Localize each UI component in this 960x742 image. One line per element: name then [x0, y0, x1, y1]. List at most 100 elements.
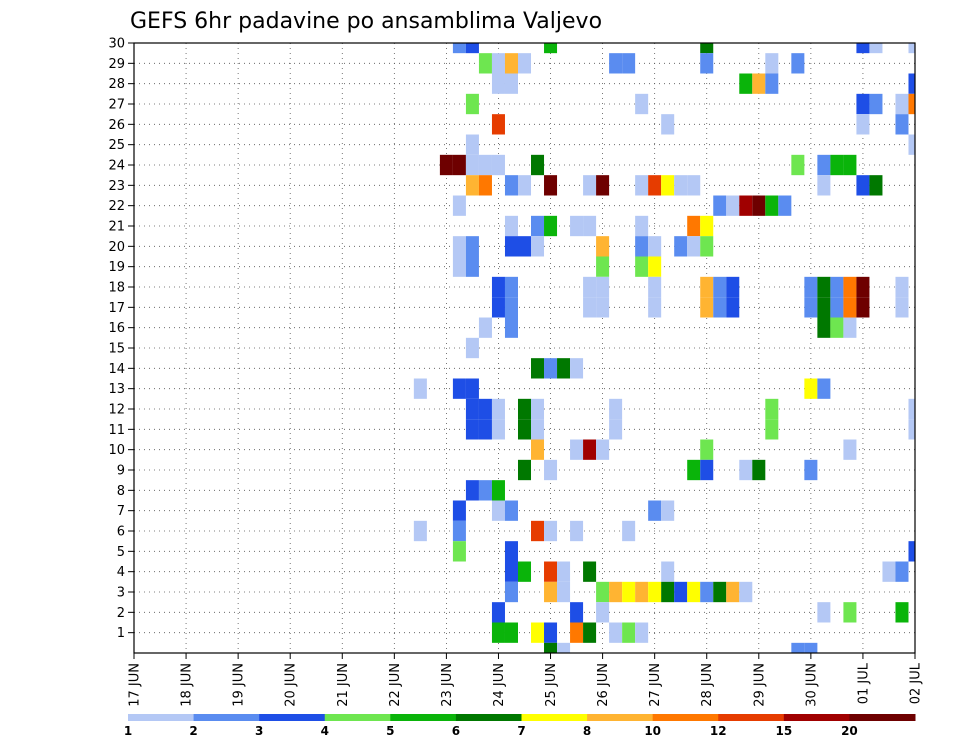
- precip-cell: [622, 581, 636, 603]
- precip-cell: [713, 276, 727, 298]
- precip-cell: [713, 195, 727, 216]
- precip-cell: [752, 195, 766, 216]
- precip-cell: [765, 398, 779, 420]
- precip-cell: [491, 297, 505, 318]
- precip-cell: [413, 520, 427, 542]
- precip-cell: [856, 175, 870, 196]
- x-tick-label: 21 JUN: [336, 663, 351, 707]
- precip-cell: [713, 581, 727, 603]
- legend-swatch: [455, 714, 522, 721]
- y-tick-label: 21: [108, 220, 125, 235]
- precip-cell: [544, 215, 558, 237]
- precip-cell: [791, 642, 805, 653]
- precip-cell: [465, 43, 479, 54]
- precip-cell: [609, 419, 623, 440]
- precip-cell: [817, 175, 831, 196]
- precip-cell: [869, 43, 883, 54]
- color-legend: 1 2 3 4 5 6 7 8 10 12 15 20: [124, 714, 916, 738]
- y-tick-label: 9: [117, 464, 125, 479]
- precip-cell: [531, 358, 545, 379]
- precip-cell: [817, 154, 831, 176]
- precip-cell: [465, 378, 479, 399]
- precip-cell: [804, 459, 818, 481]
- precip-cell: [491, 53, 505, 74]
- precip-cell: [504, 541, 518, 562]
- precip-cell: [882, 561, 896, 582]
- precip-cell: [570, 520, 584, 542]
- precip-cell: [908, 398, 915, 420]
- precip-cell: [478, 175, 492, 196]
- y-tick-label: 7: [117, 504, 125, 519]
- precip-cell: [583, 439, 597, 460]
- precip-cell: [596, 256, 610, 277]
- precip-cell: [544, 581, 558, 603]
- legend-swatch: [128, 714, 195, 721]
- chart-title: GEFS 6hr padavine po ansamblima Valjevo: [130, 9, 602, 34]
- legend-label: 2: [189, 724, 197, 738]
- y-tick-label: 20: [108, 240, 125, 255]
- precip-cell: [452, 541, 466, 562]
- precip-cell: [908, 419, 915, 440]
- precip-cell: [895, 297, 909, 318]
- legend-swatch: [259, 714, 326, 721]
- precip-cell: [635, 175, 649, 196]
- precip-cell: [609, 622, 623, 643]
- precip-cell: [491, 154, 505, 176]
- precip-cell: [465, 256, 479, 277]
- precip-cell: [908, 93, 915, 115]
- precip-cell: [531, 622, 545, 643]
- precip-cell: [596, 236, 610, 257]
- legend-swatch: [390, 714, 457, 721]
- precip-cell: [452, 378, 466, 399]
- precip-cell: [648, 276, 662, 298]
- precip-cell: [622, 622, 636, 643]
- precip-cell: [635, 236, 649, 257]
- precip-cell: [843, 297, 857, 318]
- precip-cell: [544, 622, 558, 643]
- legend-label: 10: [644, 724, 661, 738]
- x-tick-label: 25 JUN: [544, 663, 559, 707]
- x-tick-label: 28 JUN: [700, 663, 715, 707]
- y-tick-label: 27: [108, 98, 125, 113]
- precip-cell: [895, 602, 909, 623]
- precip-cell: [570, 622, 584, 643]
- precip-cell: [804, 297, 818, 318]
- precip-cell: [791, 154, 805, 176]
- precip-cell: [648, 297, 662, 318]
- precip-cell: [726, 195, 740, 216]
- precip-cell: [661, 500, 675, 521]
- precip-cell: [687, 459, 701, 481]
- precip-cell: [856, 93, 870, 115]
- legend-swatch: [652, 714, 719, 721]
- precip-cell: [570, 602, 584, 623]
- y-tick-label: 10: [108, 443, 125, 458]
- precip-cell: [726, 297, 740, 318]
- precip-cell: [491, 398, 505, 420]
- precip-cell: [687, 175, 701, 196]
- precip-cell: [765, 53, 779, 74]
- precip-cell: [674, 581, 688, 603]
- precip-cell: [791, 53, 805, 74]
- precip-cell: [531, 236, 545, 257]
- x-tick-label: 20 JUN: [284, 663, 299, 707]
- precip-cell: [726, 581, 740, 603]
- precip-cell: [648, 256, 662, 277]
- x-tick-label: 19 JUN: [232, 663, 247, 707]
- legend-swatch: [521, 714, 588, 721]
- precip-cell: [856, 276, 870, 298]
- precip-cell: [843, 154, 857, 176]
- y-tick-label: 19: [108, 260, 125, 275]
- precip-cell: [465, 419, 479, 440]
- precip-cell: [478, 53, 492, 74]
- precip-cell: [517, 175, 532, 196]
- precip-cell: [504, 175, 518, 196]
- precip-cell: [491, 73, 505, 94]
- precip-cell: [452, 520, 466, 542]
- x-tick-label: 18 JUN: [180, 663, 195, 707]
- precip-cell: [452, 154, 466, 176]
- precip-cell: [830, 154, 844, 176]
- precip-cell: [517, 419, 532, 440]
- precip-cell: [661, 561, 675, 582]
- precip-cell: [856, 43, 870, 54]
